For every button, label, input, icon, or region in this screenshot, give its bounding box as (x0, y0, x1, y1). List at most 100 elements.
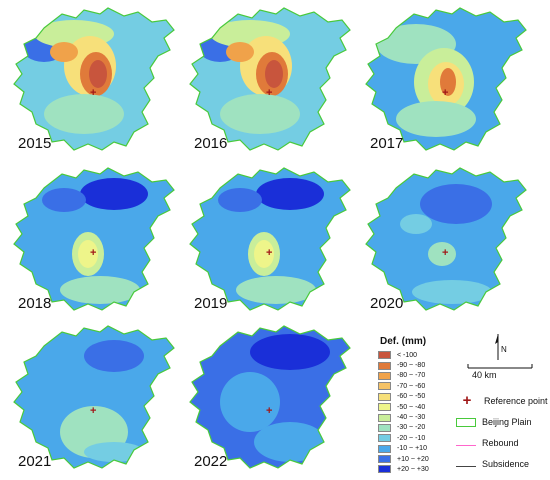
reference-point-icon: + (90, 87, 96, 99)
beijing-plain-outline (365, 167, 527, 311)
beijing-plain-outline (189, 167, 351, 311)
key-label: Rebound (482, 437, 519, 448)
beijing-plain-outline (13, 325, 175, 469)
legend-swatch (378, 351, 391, 360)
key-label: Reference point (484, 395, 548, 406)
legend-label: < -100 (397, 351, 418, 359)
year-label: 2020 (370, 295, 404, 312)
deformation-zone (254, 240, 274, 268)
deformation-zone (412, 280, 492, 304)
deformation-zones (190, 168, 350, 310)
deformation-zone (400, 214, 432, 234)
legend-swatch (378, 444, 391, 453)
deformation-zones (366, 168, 526, 310)
deformation-zone (226, 42, 254, 62)
legend-class-2: -80 ~ -70 (378, 371, 458, 381)
map-symbol-key: + Reference point Beijing Plain Rebound … (456, 390, 550, 474)
deformation-map: + (189, 167, 351, 311)
deformation-map: + (13, 7, 175, 151)
legend-label: -30 ~ -20 (397, 424, 426, 432)
deformation-map: + (13, 167, 175, 311)
reference-point-icon: + (90, 247, 96, 259)
deformation-map: + (189, 325, 351, 469)
legend-swatch (378, 455, 391, 464)
legend-class-10: +10 ~ +20 (378, 454, 458, 464)
legend-swatch (378, 361, 391, 370)
legend-label: -50 ~ -40 (397, 403, 426, 411)
deformation-zone (89, 60, 107, 88)
legend-class-9: -10 ~ +10 (378, 444, 458, 454)
deformation-zones (14, 8, 174, 150)
legend-swatch (378, 423, 391, 432)
legend-label: -80 ~ -70 (397, 372, 426, 380)
year-label: 2016 (194, 135, 228, 152)
legend-swatch (378, 434, 391, 443)
deformation-zone (60, 276, 140, 304)
legend-title: Def. (mm) (380, 336, 427, 347)
deformation-zone (42, 188, 86, 212)
beijing-plain-outline (189, 7, 351, 151)
key-reference-point: + Reference point (456, 390, 550, 411)
legend-label: -10 ~ +10 (397, 445, 427, 453)
legend-class-0: < -100 (378, 350, 458, 360)
key-rebound: Rebound (456, 432, 550, 453)
north-arrow-icon: N (467, 334, 533, 369)
legend-class-6: -40 ~ -30 (378, 412, 458, 422)
deformation-zone (80, 178, 148, 210)
legend-label: -60 ~ -50 (397, 393, 426, 401)
deformation-zone (78, 240, 98, 268)
beijing-plain-outline (189, 325, 351, 469)
year-label: 2018 (18, 295, 52, 312)
legend-class-5: -50 ~ -40 (378, 402, 458, 412)
deformation-zone (44, 94, 124, 134)
deformation-map: + (365, 7, 527, 151)
reference-point-icon: + (90, 405, 96, 417)
key-beijing-plain: Beijing Plain (456, 411, 550, 432)
north-label: N (501, 345, 507, 354)
legend-class-3: -70 ~ -60 (378, 381, 458, 391)
legend-label: +10 ~ +20 (397, 455, 429, 463)
reference-point-icon: + (442, 247, 448, 259)
legend-label: -70 ~ -60 (397, 382, 426, 390)
map-panel-2021: + 2021 (4, 322, 180, 474)
deformation-zone (84, 340, 144, 372)
legend-label: -90 ~ -80 (397, 362, 426, 370)
legend-label: -40 ~ -30 (397, 414, 426, 422)
deformation-zone (396, 101, 476, 137)
legend-swatch (378, 392, 391, 401)
legend-swatch (378, 413, 391, 422)
deformation-zone (250, 334, 330, 370)
deformation-legend: Def. (mm) < -100 -90 ~ -80 -80 ~ -70 -70 ~ … (378, 336, 458, 475)
deformation-zones (190, 326, 350, 468)
legend-swatch (378, 371, 391, 380)
legend-class-8: -20 ~ -10 (378, 433, 458, 443)
map-panel-2022: + 2022 (180, 322, 356, 474)
legend-class-1: -90 ~ -80 (378, 360, 458, 370)
scale-and-north: N 40 km (460, 330, 540, 380)
beijing-plain-outline (13, 7, 175, 151)
map-panel-2020: + 2020 (356, 164, 532, 316)
legend-class-11: +20 ~ +30 (378, 464, 458, 474)
map-panel-2016: + 2016 (180, 4, 356, 156)
legend-class-4: -60 ~ -50 (378, 392, 458, 402)
beijing-plain-outline (13, 167, 175, 311)
key-label: Subsidence (482, 458, 530, 469)
deformation-zone (220, 372, 280, 432)
deformation-zone (254, 422, 326, 462)
key-label: Beijing Plain (482, 416, 532, 427)
reference-point-icon: + (442, 87, 448, 99)
year-label: 2015 (18, 135, 52, 152)
deformation-zone (420, 184, 492, 224)
deformation-zone (218, 188, 262, 212)
deformation-zone (428, 242, 456, 266)
year-label: 2021 (18, 453, 52, 470)
plain-outline-icon (456, 417, 476, 427)
reference-point-icon: + (266, 405, 272, 417)
year-label: 2022 (194, 453, 228, 470)
deformation-zone (256, 178, 324, 210)
map-panel-2015: + 2015 (4, 4, 180, 156)
deformation-zones (14, 168, 174, 310)
map-panel-2019: + 2019 (180, 164, 356, 316)
year-label: 2017 (370, 135, 404, 152)
deformation-zone (220, 94, 300, 134)
